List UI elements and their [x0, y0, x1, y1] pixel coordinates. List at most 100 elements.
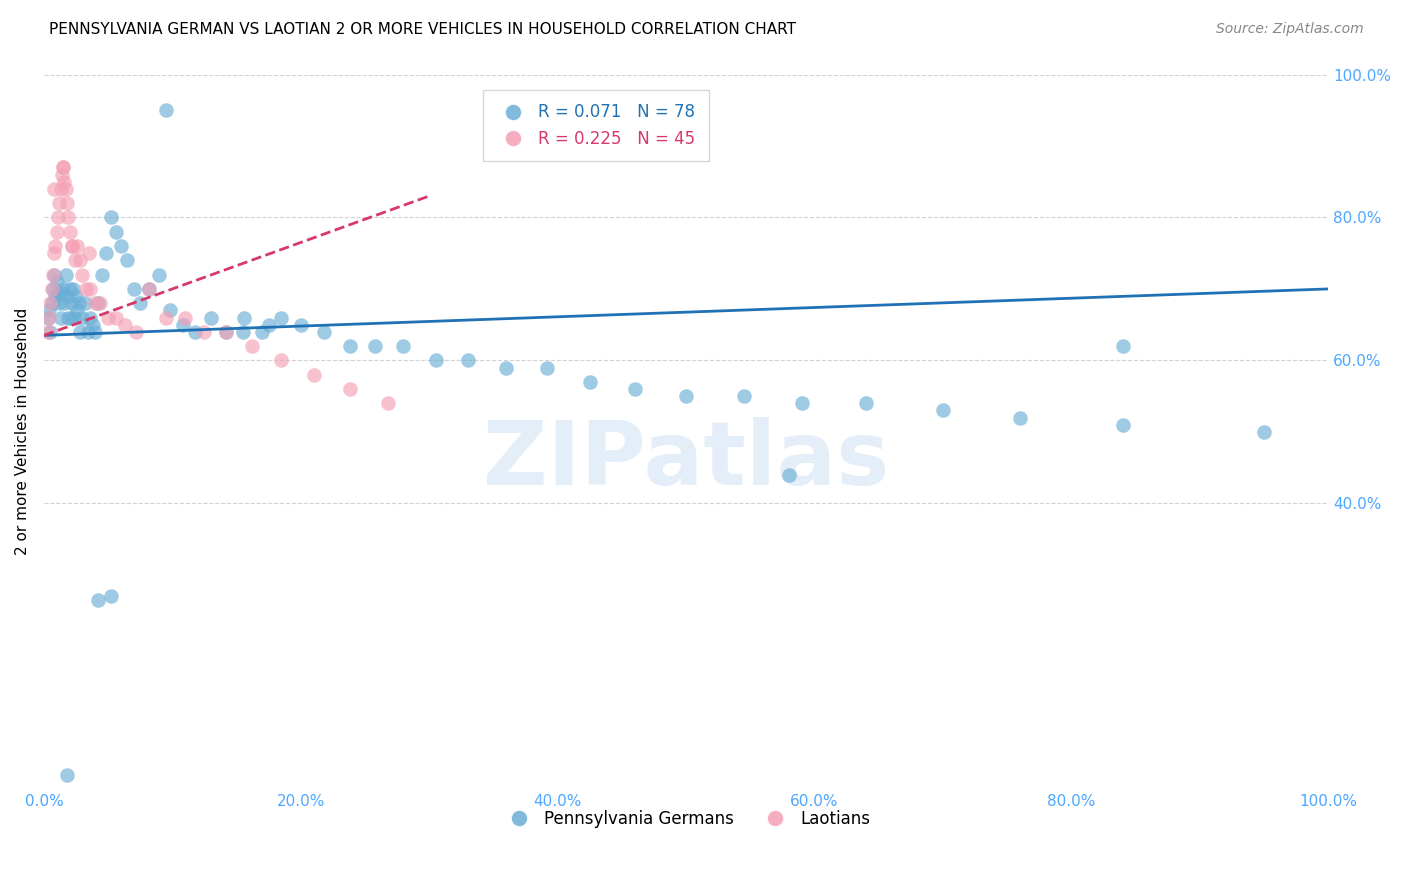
Point	[778, 467, 800, 482]
Point	[52, 161, 75, 175]
Point	[495, 360, 517, 375]
Point	[58, 282, 80, 296]
Point	[1111, 417, 1133, 432]
Point	[270, 353, 292, 368]
Point	[159, 303, 181, 318]
Y-axis label: 2 or more Vehicles in Household: 2 or more Vehicles in Household	[15, 309, 30, 556]
Point	[232, 325, 254, 339]
Point	[148, 268, 170, 282]
Point	[52, 161, 75, 175]
Point	[114, 318, 136, 332]
Point	[53, 175, 76, 189]
Point	[623, 382, 645, 396]
Point	[87, 296, 110, 310]
Point	[257, 318, 280, 332]
Point	[67, 296, 90, 310]
Point	[84, 325, 107, 339]
Point	[82, 318, 104, 332]
Point	[55, 268, 77, 282]
Point	[536, 360, 558, 375]
Point	[377, 396, 399, 410]
Point	[125, 325, 148, 339]
Point	[215, 325, 238, 339]
Point	[302, 368, 325, 382]
Point	[45, 275, 67, 289]
Point	[193, 325, 215, 339]
Point	[215, 325, 238, 339]
Point	[172, 318, 194, 332]
Point	[578, 375, 600, 389]
Point	[129, 296, 152, 310]
Point	[52, 282, 75, 296]
Text: Source: ZipAtlas.com: Source: ZipAtlas.com	[1216, 22, 1364, 37]
Point	[37, 325, 59, 339]
Point	[100, 589, 122, 603]
Point	[76, 325, 98, 339]
Point	[240, 339, 263, 353]
Legend: Pennsylvania Germans, Laotians: Pennsylvania Germans, Laotians	[495, 803, 877, 835]
Point	[55, 182, 77, 196]
Point	[339, 339, 361, 353]
Point	[60, 239, 83, 253]
Point	[42, 282, 65, 296]
Point	[44, 268, 66, 282]
Point	[110, 239, 132, 253]
Point	[69, 253, 91, 268]
Point	[79, 310, 101, 325]
Point	[155, 310, 177, 325]
Point	[46, 211, 69, 225]
Point	[63, 310, 86, 325]
Point	[58, 310, 80, 325]
Point	[72, 268, 94, 282]
Point	[77, 246, 100, 260]
Point	[97, 310, 120, 325]
Text: ZIPatlas: ZIPatlas	[482, 417, 889, 504]
Point	[339, 382, 361, 396]
Point	[49, 182, 72, 196]
Point	[73, 296, 96, 310]
Point	[58, 225, 80, 239]
Point	[56, 196, 79, 211]
Point	[392, 339, 415, 353]
Point	[855, 396, 877, 410]
Point	[48, 296, 70, 310]
Point	[1111, 339, 1133, 353]
Point	[62, 282, 84, 296]
Point	[60, 239, 83, 253]
Point	[94, 246, 117, 260]
Point	[122, 282, 145, 296]
Point	[89, 296, 111, 310]
Point	[51, 168, 73, 182]
Point	[44, 239, 66, 253]
Point	[51, 285, 73, 300]
Point	[84, 296, 107, 310]
Point	[58, 211, 80, 225]
Point	[48, 196, 70, 211]
Point	[233, 310, 256, 325]
Point	[932, 403, 955, 417]
Point	[53, 296, 76, 310]
Point	[37, 310, 59, 325]
Point	[290, 318, 312, 332]
Point	[174, 310, 197, 325]
Point	[1008, 410, 1031, 425]
Point	[41, 296, 63, 310]
Point	[44, 246, 66, 260]
Point	[63, 253, 86, 268]
Point	[155, 103, 177, 118]
Point	[38, 310, 60, 325]
Point	[56, 768, 79, 782]
Point	[59, 310, 82, 325]
Point	[60, 296, 83, 310]
Point	[733, 389, 755, 403]
Point	[675, 389, 697, 403]
Point	[138, 282, 160, 296]
Point	[39, 296, 62, 310]
Point	[104, 310, 127, 325]
Point	[69, 325, 91, 339]
Point	[44, 289, 66, 303]
Point	[250, 325, 273, 339]
Point	[44, 182, 66, 196]
Point	[364, 339, 387, 353]
Point	[90, 268, 112, 282]
